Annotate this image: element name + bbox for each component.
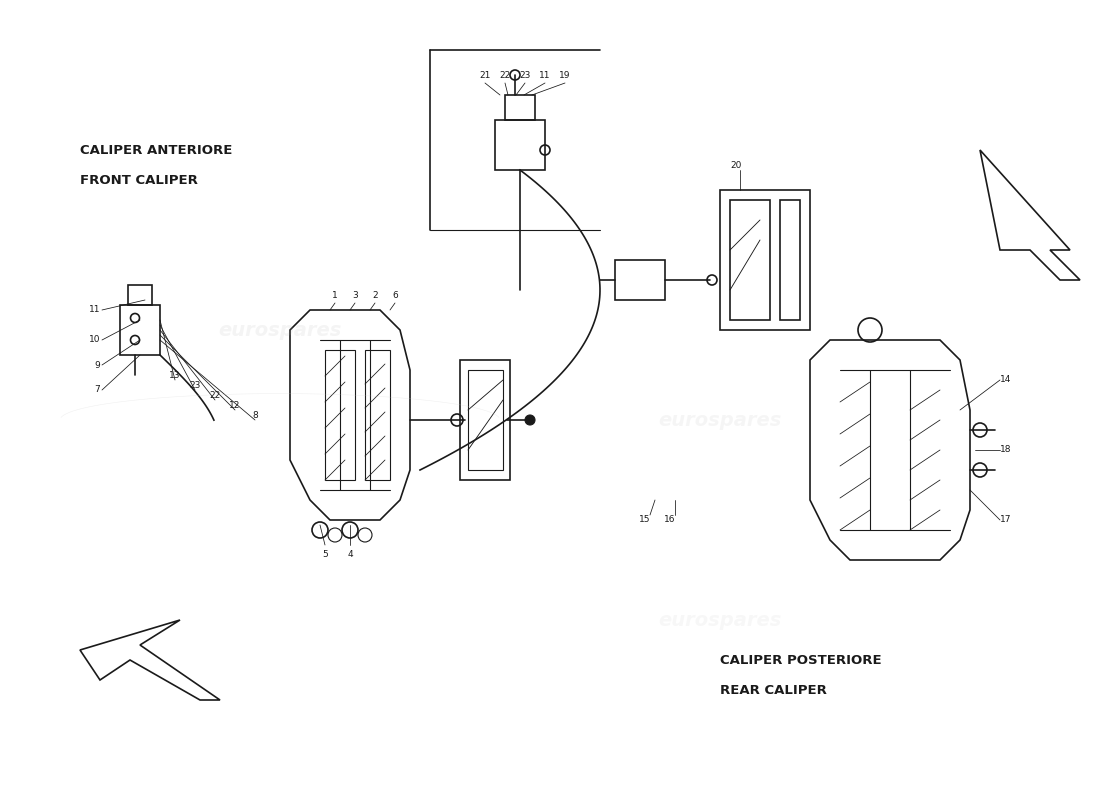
Text: 23: 23	[189, 381, 200, 390]
Text: 11: 11	[88, 306, 100, 314]
Text: 2: 2	[372, 291, 377, 300]
Text: CALIPER ANTERIORE: CALIPER ANTERIORE	[80, 143, 232, 157]
Text: FRONT CALIPER: FRONT CALIPER	[80, 174, 198, 186]
Text: 20: 20	[730, 161, 741, 170]
Text: 14: 14	[1000, 375, 1011, 385]
Text: 4: 4	[348, 550, 353, 559]
Text: eurospares: eurospares	[218, 321, 342, 339]
Bar	[615, 260, 666, 300]
Text: 13: 13	[169, 371, 180, 380]
Text: 22: 22	[499, 71, 510, 80]
Text: 12: 12	[229, 401, 241, 410]
Text: 5: 5	[322, 550, 328, 559]
Bar	[128, 285, 152, 305]
Bar	[460, 360, 510, 480]
Text: CALIPER POSTERIORE: CALIPER POSTERIORE	[720, 654, 881, 666]
Bar	[468, 370, 503, 470]
Bar	[505, 95, 535, 120]
Text: 3: 3	[352, 291, 358, 300]
Bar	[324, 350, 355, 480]
Text: 8: 8	[252, 411, 257, 420]
Text: 1: 1	[332, 291, 338, 300]
Text: eurospares: eurospares	[658, 610, 782, 630]
Bar	[120, 305, 160, 355]
Circle shape	[525, 415, 535, 425]
Text: 9: 9	[95, 361, 100, 370]
Text: REAR CALIPER: REAR CALIPER	[720, 683, 827, 697]
Text: 17: 17	[1000, 515, 1012, 525]
Bar	[720, 190, 810, 330]
Bar	[780, 200, 800, 320]
Bar	[495, 120, 544, 170]
Text: 15: 15	[638, 515, 650, 525]
Bar	[365, 350, 390, 480]
Text: 10: 10	[88, 335, 100, 345]
Text: 21: 21	[480, 71, 491, 80]
Bar	[730, 200, 770, 320]
Text: 11: 11	[539, 71, 551, 80]
Text: 19: 19	[559, 71, 571, 80]
Text: 16: 16	[663, 515, 675, 525]
Text: 22: 22	[209, 391, 221, 400]
Text: 6: 6	[392, 291, 398, 300]
Text: eurospares: eurospares	[658, 410, 782, 430]
Text: 23: 23	[519, 71, 530, 80]
Text: 7: 7	[95, 386, 100, 394]
Text: 18: 18	[1000, 446, 1012, 454]
